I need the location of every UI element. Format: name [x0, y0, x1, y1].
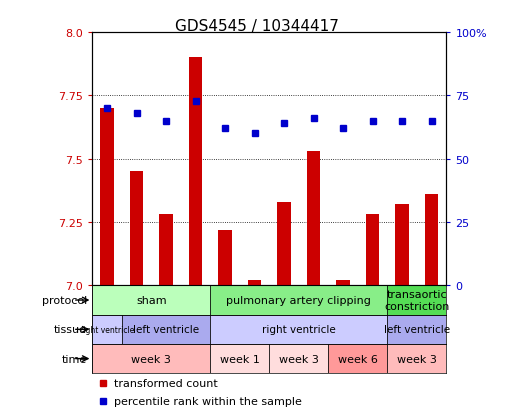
Text: week 1: week 1 [220, 354, 260, 364]
Text: percentile rank within the sample: percentile rank within the sample [113, 396, 302, 406]
Bar [387, 286, 446, 315]
Bar [366, 215, 379, 286]
Bar [248, 281, 261, 286]
Text: transaortic
constriction: transaortic constriction [384, 290, 449, 311]
Text: pulmonary artery clipping: pulmonary artery clipping [226, 295, 371, 305]
Bar [92, 315, 122, 344]
Text: week 3: week 3 [131, 354, 171, 364]
Text: time: time [62, 354, 87, 364]
Bar [101, 109, 114, 286]
Bar [92, 286, 210, 315]
Bar [189, 58, 202, 286]
Text: left ventricle: left ventricle [384, 325, 450, 335]
Bar [130, 172, 143, 286]
Bar [219, 230, 232, 286]
Bar [337, 281, 350, 286]
Text: week 3: week 3 [397, 354, 437, 364]
Text: right ventricle: right ventricle [80, 325, 134, 334]
Text: week 6: week 6 [338, 354, 378, 364]
Bar [278, 202, 291, 286]
Bar [387, 344, 446, 373]
Bar [210, 315, 387, 344]
Bar [269, 344, 328, 373]
Bar [92, 344, 210, 373]
Bar [425, 195, 438, 286]
Bar [328, 344, 387, 373]
Text: sham: sham [136, 295, 167, 305]
Bar [307, 152, 320, 286]
Text: transformed count: transformed count [113, 378, 218, 388]
Bar [210, 286, 387, 315]
Text: left ventricle: left ventricle [133, 325, 199, 335]
Text: right ventricle: right ventricle [262, 325, 336, 335]
Text: GDS4545 / 10344417: GDS4545 / 10344417 [174, 19, 339, 33]
Text: protocol: protocol [42, 295, 87, 305]
Text: tissue: tissue [54, 325, 87, 335]
Bar [387, 315, 446, 344]
Text: week 3: week 3 [279, 354, 319, 364]
Bar [396, 205, 409, 286]
Bar [160, 215, 173, 286]
Bar [122, 315, 210, 344]
Bar [210, 344, 269, 373]
